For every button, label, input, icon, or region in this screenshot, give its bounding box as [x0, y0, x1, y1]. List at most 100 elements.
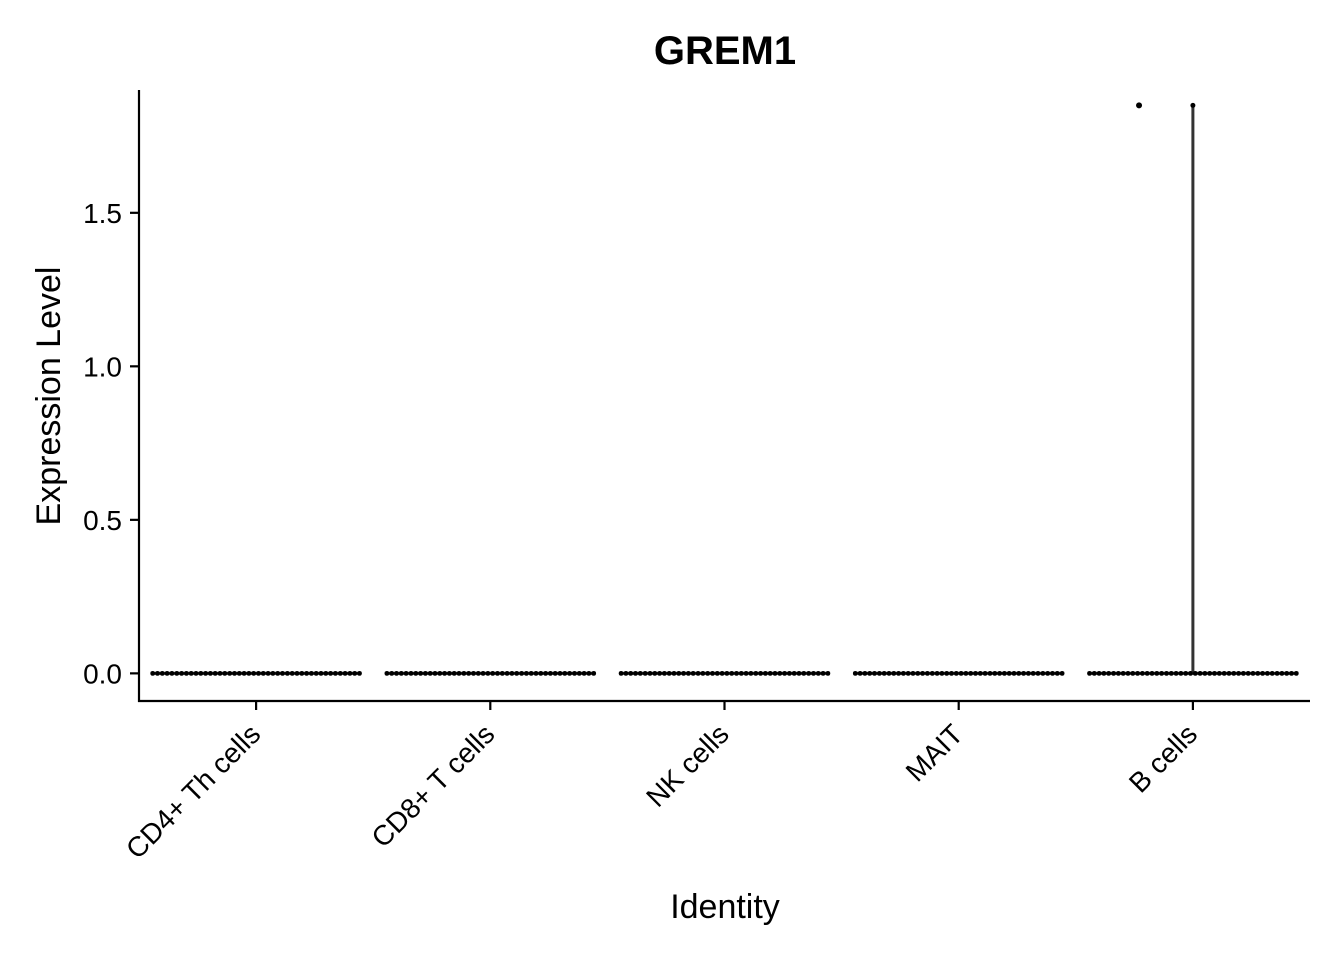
data-point	[188, 670, 194, 676]
data-point	[413, 670, 419, 676]
data-point	[342, 670, 348, 676]
data-point	[427, 670, 433, 676]
data-point	[676, 670, 682, 676]
data-point	[910, 670, 916, 676]
data-point	[461, 670, 467, 676]
data-point	[538, 670, 544, 676]
data-point	[1140, 670, 1145, 676]
data-point	[1045, 670, 1051, 676]
outlier-point	[1136, 102, 1143, 109]
data-point	[657, 670, 662, 676]
data-point	[806, 670, 812, 676]
data-point	[408, 670, 414, 676]
data-point	[1144, 670, 1150, 676]
data-point	[920, 670, 925, 676]
data-point	[437, 670, 443, 676]
data-point	[309, 670, 314, 676]
data-point	[977, 670, 983, 676]
data-point	[289, 670, 295, 676]
data-point	[174, 670, 180, 676]
data-point	[1192, 670, 1198, 676]
data-point	[1026, 670, 1031, 676]
data-point	[652, 670, 658, 676]
data-point	[1269, 670, 1275, 676]
data-point	[690, 670, 696, 676]
data-point	[801, 670, 807, 676]
data-point	[758, 670, 763, 676]
data-point	[953, 670, 959, 676]
data-point	[666, 670, 672, 676]
data-point	[700, 670, 706, 676]
data-point	[485, 670, 491, 676]
data-point	[862, 670, 868, 676]
data-point	[567, 670, 572, 676]
data-point	[528, 670, 534, 676]
data-point	[294, 670, 300, 676]
data-point	[1035, 670, 1041, 676]
data-point	[1125, 670, 1131, 676]
data-point	[164, 670, 170, 676]
data-point	[686, 670, 691, 676]
data-point	[384, 670, 390, 676]
data-point	[1197, 670, 1203, 676]
y-tick-label: 0.5	[83, 505, 122, 536]
data-point	[155, 670, 160, 676]
data-point	[734, 670, 739, 676]
data-point	[1168, 670, 1174, 676]
data-point	[825, 670, 831, 676]
data-point	[275, 670, 281, 676]
data-point	[1202, 670, 1208, 676]
data-point	[260, 670, 266, 676]
x-tick-label: B cells	[1123, 718, 1203, 798]
data-point	[504, 670, 510, 676]
data-point	[456, 670, 462, 676]
data-point	[1260, 670, 1265, 676]
data-point	[1293, 670, 1299, 676]
data-point	[820, 670, 826, 676]
data-point	[270, 670, 276, 676]
data-point	[1021, 670, 1026, 676]
data-point	[881, 670, 887, 676]
data-point	[217, 670, 223, 676]
data-point	[1091, 670, 1097, 676]
data-point	[633, 670, 638, 676]
data-point	[184, 670, 189, 676]
data-point	[394, 670, 399, 676]
data-point	[896, 670, 901, 676]
data-point	[1059, 670, 1065, 676]
data-point	[796, 670, 802, 676]
data-point	[929, 670, 935, 676]
violin-series	[150, 105, 1299, 675]
data-point	[1054, 670, 1060, 676]
data-point	[637, 670, 643, 676]
data-point	[647, 670, 653, 676]
data-point	[576, 670, 582, 676]
data-point	[1096, 670, 1102, 676]
data-point	[1188, 670, 1193, 676]
data-point	[1279, 670, 1285, 676]
data-point	[198, 670, 204, 676]
data-point	[958, 670, 964, 676]
data-point	[548, 670, 553, 676]
data-point	[724, 670, 730, 676]
data-point	[791, 670, 797, 676]
data-point	[1183, 670, 1189, 676]
data-point	[1011, 670, 1017, 676]
data-point	[767, 670, 773, 676]
data-point	[886, 670, 892, 676]
data-point	[524, 670, 529, 676]
data-point	[968, 670, 974, 676]
data-point	[662, 670, 667, 676]
data-point	[901, 670, 906, 676]
x-tick-label: CD8+ T cells	[365, 718, 500, 853]
data-point	[973, 670, 978, 676]
data-point	[533, 670, 539, 676]
data-point	[1241, 670, 1246, 676]
y-tick-label: 1.0	[83, 351, 122, 382]
data-point	[777, 670, 783, 676]
data-point	[949, 670, 954, 676]
data-point	[318, 670, 324, 676]
data-point	[857, 670, 863, 676]
